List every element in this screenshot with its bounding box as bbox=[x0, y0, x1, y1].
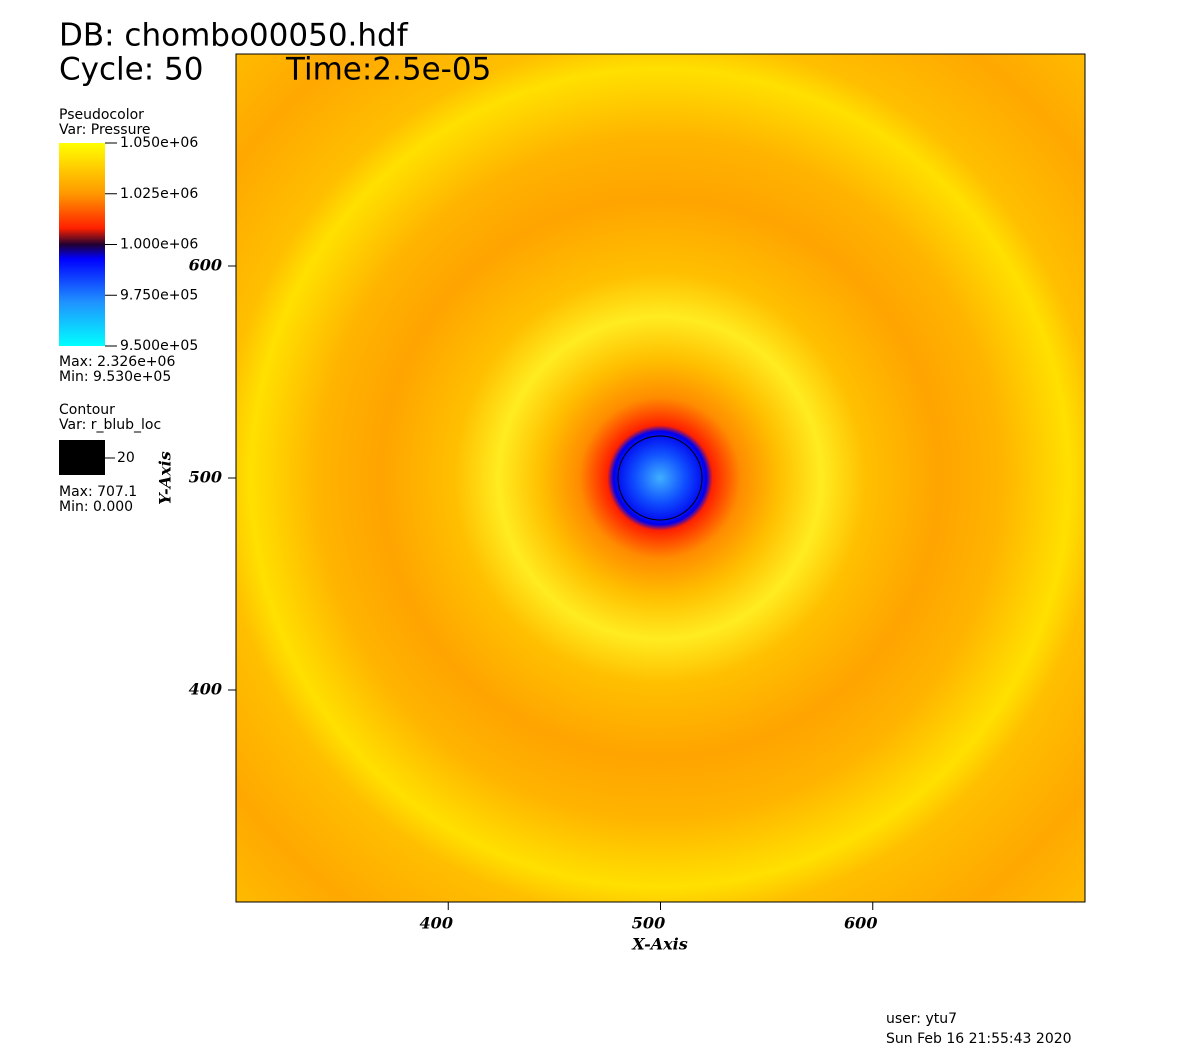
x-tick-label: 500 bbox=[632, 914, 665, 933]
user: user: ytu7 bbox=[886, 1011, 957, 1027]
contour-line bbox=[617, 435, 703, 521]
db-title: DB: chombo00050.hdf bbox=[59, 18, 409, 54]
contour-var: Var: r_blub_loc bbox=[59, 417, 161, 433]
contour-title: Contour bbox=[59, 402, 115, 418]
y-tick-label: 400 bbox=[189, 680, 222, 699]
colorbar-label: 9.500e+05 bbox=[120, 338, 198, 354]
legend-max: Max: 2.326e+06 bbox=[59, 354, 175, 370]
y-axis-label: Y-Axis bbox=[156, 451, 175, 505]
x-tick-label: 600 bbox=[844, 914, 877, 933]
pressure-field bbox=[236, 54, 1085, 902]
y-tick-label: 500 bbox=[189, 468, 222, 487]
colorbar-label: 9.750e+05 bbox=[120, 287, 198, 303]
colorbar-label: 1.025e+06 bbox=[120, 186, 198, 202]
legend-min: Min: 9.530e+05 bbox=[59, 369, 171, 385]
contour-label: 20 bbox=[117, 450, 135, 466]
x-axis-label: X-Axis bbox=[631, 935, 688, 954]
contour-min: Min: 0.000 bbox=[59, 499, 133, 515]
legend-title: Pseudocolor bbox=[59, 107, 144, 123]
colorbar bbox=[59, 143, 105, 346]
legend-var: Var: Pressure bbox=[59, 122, 151, 138]
colorbar-label: 1.000e+06 bbox=[120, 237, 198, 253]
date: Sun Feb 16 21:55:43 2020 bbox=[886, 1031, 1072, 1047]
time: Time:2.5e-05 bbox=[285, 52, 491, 88]
y-tick-label: 600 bbox=[189, 256, 222, 275]
contour-max: Max: 707.1 bbox=[59, 484, 137, 500]
contour-swatch bbox=[59, 440, 105, 475]
colorbar-label: 1.050e+06 bbox=[120, 135, 198, 151]
cycle: Cycle: 50 bbox=[59, 52, 203, 88]
x-tick-label: 400 bbox=[420, 914, 453, 933]
